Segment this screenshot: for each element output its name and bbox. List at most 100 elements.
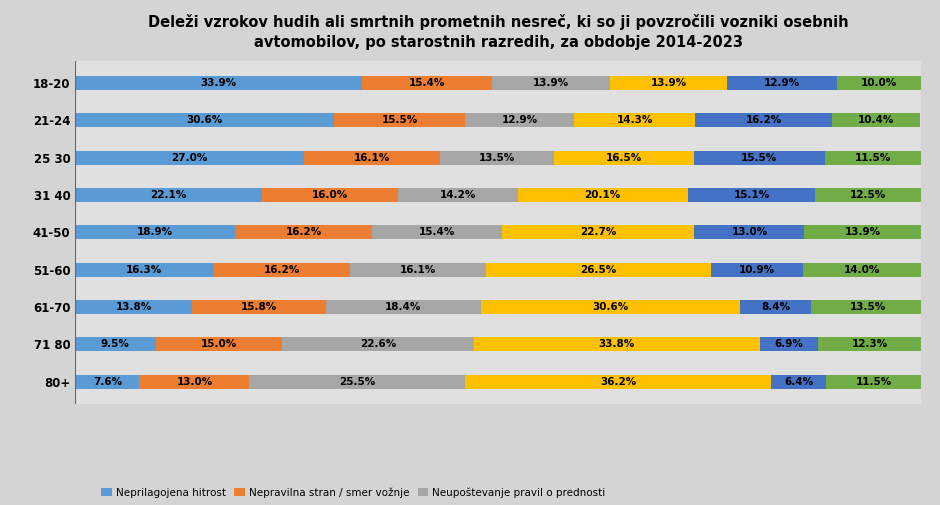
Bar [75,375,139,389]
Text: 13.9%: 13.9% [533,78,569,88]
Bar [818,337,922,351]
Bar [610,76,728,90]
Text: 14.2%: 14.2% [439,190,476,200]
Bar [334,113,465,127]
Bar [803,263,921,277]
Bar [75,188,262,202]
Bar [811,300,925,314]
Text: 13.0%: 13.0% [731,227,768,237]
Text: 13.9%: 13.9% [845,227,882,237]
Bar [825,375,923,389]
Bar [262,188,398,202]
Bar [554,150,694,165]
Text: 33.9%: 33.9% [200,78,237,88]
Bar [728,76,837,90]
Bar [474,337,760,351]
Bar [75,337,156,351]
Text: 10.9%: 10.9% [739,265,775,275]
Bar [824,150,922,165]
Bar [815,188,921,202]
Bar [805,225,922,239]
Text: 12.5%: 12.5% [850,190,886,200]
Text: 22.7%: 22.7% [580,227,617,237]
Text: 16.2%: 16.2% [263,265,300,275]
Bar [249,375,465,389]
Text: 11.5%: 11.5% [856,377,892,387]
Text: 16.2%: 16.2% [745,115,782,125]
Text: 15.4%: 15.4% [419,227,456,237]
Bar [350,263,486,277]
Bar [694,150,824,165]
Bar [833,113,920,127]
Text: 16.0%: 16.0% [312,190,348,200]
Text: 16.2%: 16.2% [286,227,321,237]
Bar [304,150,440,165]
Bar [440,150,554,165]
Text: 15.5%: 15.5% [741,153,777,163]
Text: 13.0%: 13.0% [177,377,212,387]
Text: 15.5%: 15.5% [382,115,417,125]
Bar [740,300,811,314]
Text: 16.3%: 16.3% [126,265,163,275]
Text: 18.4%: 18.4% [385,302,422,312]
Text: 33.8%: 33.8% [599,339,634,349]
Title: Deleži vzrokov hudih ali smrtnih prometnih nesreč, ki so ji povzročili vozniki o: Deleži vzrokov hudih ali smrtnih prometn… [148,14,849,49]
Text: 6.4%: 6.4% [784,377,813,387]
Bar [696,113,833,127]
Bar [75,263,213,277]
Bar [711,263,803,277]
Bar [398,188,518,202]
Text: 14.3%: 14.3% [617,115,653,125]
Text: 18.9%: 18.9% [137,227,173,237]
Bar [75,225,235,239]
Text: 36.2%: 36.2% [601,377,636,387]
Text: 7.6%: 7.6% [93,377,122,387]
Bar [837,76,921,90]
Text: 25.5%: 25.5% [339,377,375,387]
Text: 27.0%: 27.0% [171,153,208,163]
Text: 13.5%: 13.5% [478,153,515,163]
Bar [75,150,304,165]
Text: 16.5%: 16.5% [605,153,642,163]
Text: 13.8%: 13.8% [116,302,151,312]
Bar [760,337,818,351]
Bar [465,375,772,389]
Bar [156,337,282,351]
Text: 12.9%: 12.9% [764,78,800,88]
Bar [362,76,493,90]
Bar [75,113,334,127]
Bar [192,300,325,314]
Bar [688,188,816,202]
Bar [235,225,372,239]
Bar [772,375,825,389]
Text: 13.9%: 13.9% [650,78,687,88]
Bar [486,263,711,277]
Text: 11.5%: 11.5% [855,153,891,163]
Text: 14.0%: 14.0% [844,265,880,275]
Bar [518,188,688,202]
Bar [213,263,350,277]
Text: 6.9%: 6.9% [775,339,804,349]
Text: 10.4%: 10.4% [858,115,895,125]
Text: 26.5%: 26.5% [580,265,617,275]
Bar [695,225,805,239]
Text: 15.1%: 15.1% [733,190,770,200]
Text: 22.1%: 22.1% [150,190,187,200]
Text: 16.1%: 16.1% [353,153,390,163]
Text: 22.6%: 22.6% [360,339,396,349]
Text: 30.6%: 30.6% [592,302,629,312]
Bar [465,113,574,127]
Text: 15.8%: 15.8% [241,302,277,312]
Text: 13.5%: 13.5% [850,302,886,312]
Text: 15.0%: 15.0% [201,339,237,349]
Bar [325,300,481,314]
Bar [282,337,474,351]
Text: 12.3%: 12.3% [852,339,888,349]
Bar [574,113,696,127]
Text: 15.4%: 15.4% [409,78,446,88]
Text: 8.4%: 8.4% [761,302,791,312]
Bar [75,76,362,90]
Bar [481,300,740,314]
Text: 9.5%: 9.5% [101,339,130,349]
Bar [139,375,249,389]
